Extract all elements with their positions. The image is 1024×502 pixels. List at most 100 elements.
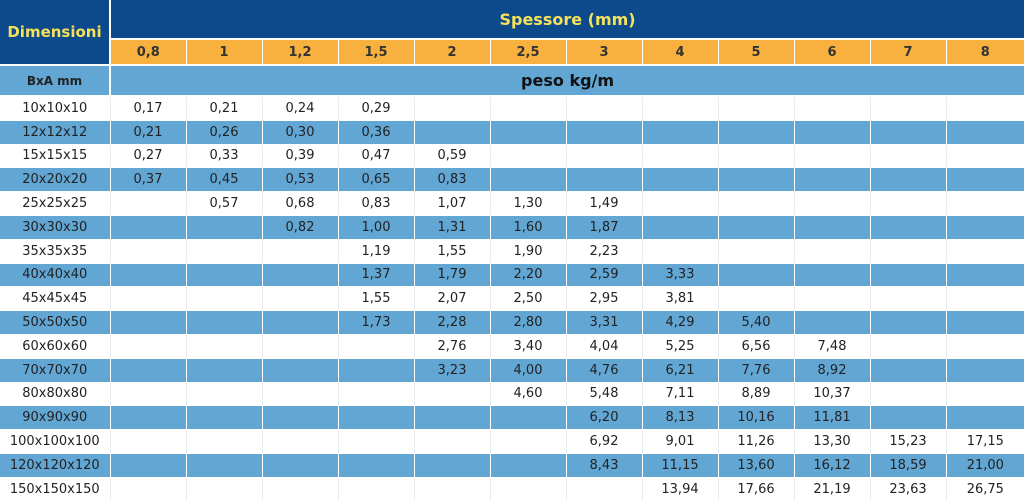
weight-cell: 3,31 [565,310,642,335]
table-row: 12x12x12 0,21 0,26 0,30 0,36 [0,120,1024,145]
dimension-cell: 25x25x25 [0,191,110,216]
weight-cell: 21,00 [945,453,1024,478]
weight-cell [489,167,566,193]
weight-cell: 4,29 [641,310,718,335]
weight-cell: 5,25 [641,334,718,359]
table-row: 25x25x25 0,57 0,68 0,83 1,07 1,30 1,49 [0,191,1024,216]
weight-cell [185,286,262,312]
dimension-cell: 120x120x120 [0,453,110,478]
weight-cell [945,358,1024,383]
weight-cell [565,477,642,502]
weight-cell [489,120,566,145]
weight-cell: 18,59 [869,453,946,478]
weight-cell: 10,37 [793,382,870,407]
table-row: 20x20x20 0,37 0,45 0,53 0,65 0,83 [0,167,1024,193]
weight-cell [945,405,1024,431]
dimension-cell: 90x90x90 [0,405,110,431]
weight-cell [261,334,338,359]
weight-cell: 1,19 [337,239,414,264]
thickness-header-cell: 4 [641,39,718,65]
weight-cell: 0,47 [337,144,414,169]
weight-cell [413,405,490,431]
weight-cell [717,96,794,121]
weight-cell: 8,89 [717,382,794,407]
weight-cell [337,334,414,359]
weight-cell [413,477,490,502]
weight-cell: 7,48 [793,334,870,359]
weight-cell [565,167,642,193]
weight-cell: 21,19 [793,477,870,502]
weight-cell: 0,17 [109,96,186,121]
weight-cell: 2,07 [413,286,490,312]
table-row: 100x100x100 6,92 9,01 11,26 13,30 15,23 17,15 [0,429,1024,454]
weight-cell [717,191,794,216]
weight-cell [793,191,870,216]
weight-cell [869,358,946,383]
table-row: 45x45x45 1,55 2,07 2,50 2,95 3,81 [0,286,1024,312]
weight-cell: 11,81 [793,405,870,431]
thickness-header-cell: 1,5 [337,39,414,65]
weight-cell [185,263,262,288]
weight-cell [109,263,186,288]
weight-cell: 4,60 [489,382,566,407]
weight-cell [413,96,490,121]
weight-cell [185,453,262,478]
table-row: 15x15x15 0,27 0,33 0,39 0,47 0,59 [0,144,1024,169]
weight-cell: 23,63 [869,477,946,502]
weight-cell [109,215,186,240]
weight-cell [261,477,338,502]
weight-cell [945,144,1024,169]
weight-cell: 17,15 [945,429,1024,454]
weight-cell [717,144,794,169]
dimension-cell: 35x35x35 [0,239,110,264]
dimension-cell: 70x70x70 [0,358,110,383]
weight-cell [869,310,946,335]
weight-cell [337,429,414,454]
weight-cell [717,239,794,264]
weight-cell [413,382,490,407]
table-row: 80x80x80 4,60 5,48 7,11 8,89 10,37 [0,382,1024,407]
dimension-cell: 45x45x45 [0,286,110,312]
weight-cell [261,263,338,288]
weight-cell: 2,20 [489,263,566,288]
weight-cell [489,405,566,431]
weight-cell [945,191,1024,216]
dimension-cell: 40x40x40 [0,263,110,288]
thickness-header-row: 0,8 1 1,2 1,5 2 2,5 3 4 5 6 7 8 [0,39,1024,65]
weight-cell [185,429,262,454]
weight-cell: 13,94 [641,477,718,502]
dimension-cell: 10x10x10 [0,96,110,121]
weight-cell [489,429,566,454]
weight-cell [945,286,1024,312]
weight-cell: 1,55 [413,239,490,264]
weight-cell [109,191,186,216]
weight-cell [641,96,718,121]
dimension-cell: 50x50x50 [0,310,110,335]
weight-cell: 0,21 [185,96,262,121]
weight-cell: 0,29 [337,96,414,121]
weight-cell [109,382,186,407]
weight-cell [945,334,1024,359]
thickness-header-cell: 3 [565,39,642,65]
weight-cell: 13,30 [793,429,870,454]
weight-cell [261,453,338,478]
weight-cell: 4,76 [565,358,642,383]
weight-cell: 2,59 [565,263,642,288]
table-row: 35x35x35 1,19 1,55 1,90 2,23 [0,239,1024,264]
weight-cell [869,334,946,359]
thickness-header-cell: 0,8 [109,39,186,65]
weight-cell [337,477,414,502]
weight-cell: 0,21 [109,120,186,145]
weight-cell: 15,23 [869,429,946,454]
weight-cell: 1,73 [337,310,414,335]
weight-cell [945,167,1024,193]
table-row: 50x50x50 1,73 2,28 2,80 3,31 4,29 5,40 [0,310,1024,335]
weight-cell: 26,75 [945,477,1024,502]
weight-cell [413,120,490,145]
weight-cell [261,405,338,431]
table-row: 70x70x70 3,23 4,00 4,76 6,21 7,76 8,92 [0,358,1024,383]
weight-cell [793,239,870,264]
weight-cell [261,310,338,335]
weight-cell [565,96,642,121]
weight-cell [945,310,1024,335]
